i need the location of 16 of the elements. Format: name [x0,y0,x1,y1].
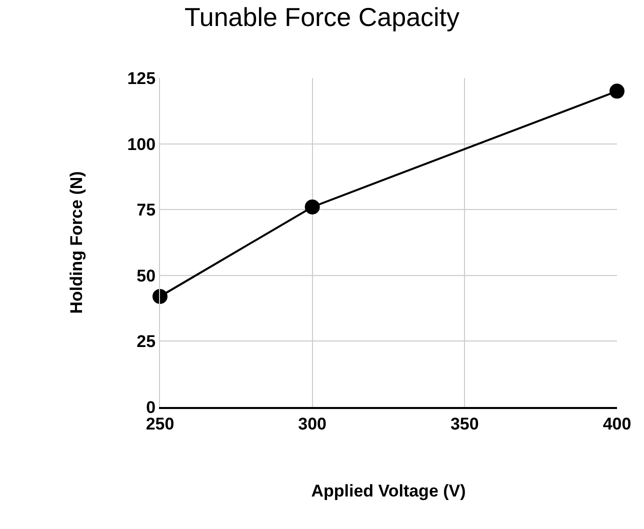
point [152,288,168,304]
x-tick-label: 350 [450,414,479,434]
x-tick-label: 300 [298,414,327,434]
y-tick-label: 0 [146,398,156,417]
x-axis-title: Applied Voltage (V) [311,481,466,500]
point [304,199,320,214]
y-tick-label: 100 [127,134,156,154]
chart-title: Tunable Force Capacity [184,2,460,32]
y-tick-label: 75 [136,200,156,220]
y-axis-title: Holding Force (N) [66,171,86,314]
y-tick-label: 25 [136,332,156,352]
point [610,84,624,99]
x-tick-label: 250 [146,414,174,434]
y-tick-label: 125 [127,68,156,88]
x-tick-label: 400 [602,414,632,434]
y-tick-label: 50 [136,266,156,286]
